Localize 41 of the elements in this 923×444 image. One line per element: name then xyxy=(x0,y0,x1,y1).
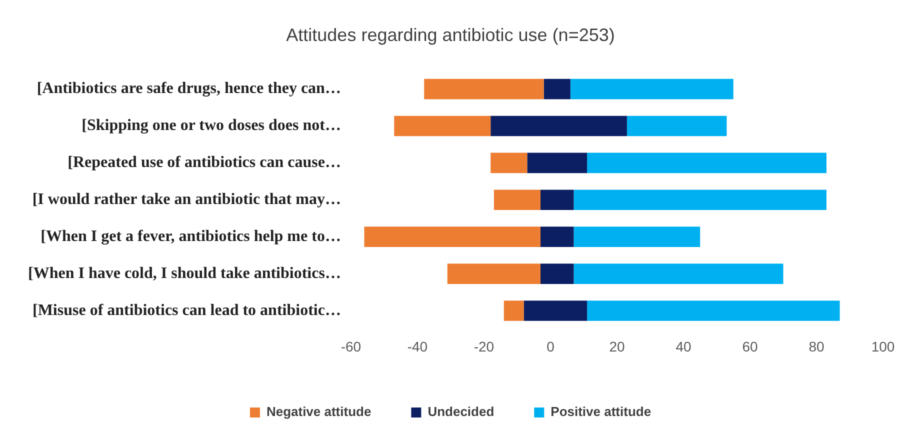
bar xyxy=(490,116,627,136)
y-tick-label: [Repeated use of antibiotics can cause… xyxy=(68,154,341,172)
x-tick-label: 0 xyxy=(546,338,555,354)
x-tick-label: 20 xyxy=(609,338,625,354)
y-tick-label: [I would rather take an antibiotic that may… xyxy=(32,191,341,208)
bar xyxy=(574,226,700,247)
y-tick-label: [Misuse of antibiotics can lead to antibiotic… xyxy=(32,302,341,319)
bar xyxy=(544,78,570,100)
x-tick-label: 40 xyxy=(676,338,692,354)
bar xyxy=(524,300,588,321)
bar xyxy=(574,190,826,210)
bar xyxy=(574,264,784,284)
legend-label: Negative attitude xyxy=(266,404,372,420)
bar xyxy=(494,190,540,210)
bar xyxy=(447,264,540,284)
bar xyxy=(540,190,574,210)
bar xyxy=(587,152,826,174)
y-tick-label: [When I get a fever, antibiotics help me to… xyxy=(40,228,341,245)
x-tick-label: -60 xyxy=(340,338,362,354)
bar xyxy=(527,152,588,174)
legend-label: Undecided xyxy=(428,404,494,420)
bar xyxy=(490,152,528,174)
bar xyxy=(504,300,524,321)
x-tick-label: 100 xyxy=(871,338,895,354)
bar xyxy=(394,116,491,136)
bar xyxy=(424,78,544,100)
x-tick-label: 80 xyxy=(808,338,824,354)
x-tick-label: -40 xyxy=(407,338,428,354)
bar xyxy=(570,78,734,100)
bar xyxy=(364,226,540,247)
chart-title: Attitudes regarding antibiotic use (n=253) xyxy=(286,24,615,45)
legend-label: Positive attitude xyxy=(550,404,652,420)
bar xyxy=(540,264,574,284)
y-tick-label: [Antibiotics are safe drugs, hence they can… xyxy=(36,80,341,98)
bar xyxy=(540,226,574,247)
y-tick-label: [Skipping one or two doses does not… xyxy=(82,117,341,134)
bar xyxy=(626,116,727,136)
y-tick-label: [When I have cold, I should take antibiotics… xyxy=(28,264,341,282)
x-tick-label: 60 xyxy=(742,338,758,354)
x-tick-label: -20 xyxy=(474,338,494,354)
bar xyxy=(587,300,840,321)
